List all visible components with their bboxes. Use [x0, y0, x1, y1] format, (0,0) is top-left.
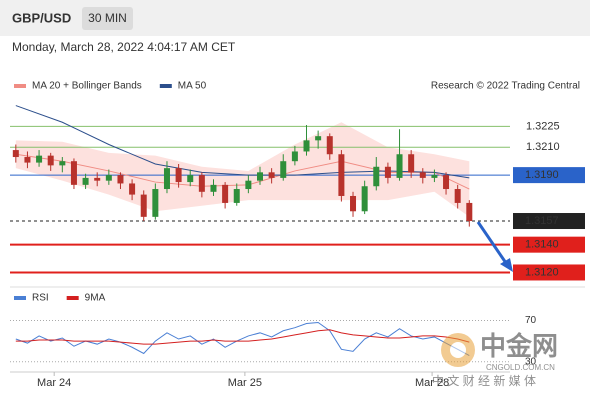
x-tick-label: Mar 28 [415, 377, 449, 389]
legend-swatch [14, 84, 26, 88]
candle-body [175, 168, 182, 183]
candle-body [245, 180, 252, 190]
candle-body [152, 189, 159, 217]
watermark-logo-inner [450, 342, 466, 358]
candle-body [466, 202, 473, 222]
legend-swatch [14, 296, 26, 300]
candle-body [454, 189, 461, 203]
candle-body [24, 157, 31, 163]
interval-button[interactable] [82, 7, 133, 30]
credit: Research © 2022 Trading Central [431, 81, 580, 92]
legend-label: MA 50 [178, 81, 207, 92]
candle-body [12, 150, 19, 158]
forecast-arrow-head [500, 258, 513, 272]
datetime: Monday, March 28, 2022 4:04:17 AM CET [12, 40, 236, 54]
plot-layer: MA 20 + Bollinger Bands MA 50 Research © 2… [10, 81, 585, 389]
candle-body [105, 175, 112, 181]
candle-body [373, 166, 380, 187]
y-tick-label: 70 [525, 315, 537, 326]
candle-body [419, 172, 426, 178]
candle-body [198, 175, 205, 192]
level-label: 1.3210 [526, 141, 560, 153]
level-label: 1.3190 [525, 169, 559, 181]
watermark-title: 中金网 [480, 331, 558, 361]
legend-label: 9MA [85, 293, 106, 304]
candle-body [129, 183, 136, 195]
candle-body [59, 161, 66, 166]
candle-body [70, 161, 77, 185]
candle-body [47, 155, 54, 166]
candle-body [82, 177, 89, 185]
watermark-tagline: 中 文 财 经 新 媒 体 [432, 373, 536, 388]
candle-body [163, 168, 170, 190]
candle-body [431, 175, 438, 178]
candle-body [233, 189, 240, 203]
level-label: 1.3225 [526, 120, 560, 132]
candle-body [140, 194, 147, 217]
candle-body [326, 136, 333, 155]
indicator-line [15, 322, 470, 356]
candle-body [338, 154, 345, 196]
candle-body [280, 161, 287, 178]
watermark-domain: CNGOLD.COM.CN [486, 363, 555, 372]
candle-body [315, 136, 322, 141]
level-tag [513, 236, 585, 253]
level-label: 1.3140 [525, 239, 559, 251]
candle-body [268, 172, 275, 178]
level-tag [513, 167, 585, 184]
candle-body [210, 184, 217, 192]
legend-swatch [159, 84, 172, 88]
watermark: 中金网 CNGOLD.COM.CN 中 文 财 经 新 媒 体 [432, 331, 558, 388]
candle-body [187, 175, 194, 183]
candle-body [117, 175, 124, 184]
legend-label: MA 20 + Bollinger Bands [32, 81, 142, 92]
candle-body [350, 195, 357, 212]
y-tick-label: 30 [525, 356, 537, 367]
indicator-line [15, 329, 470, 345]
candle-body [257, 172, 263, 181]
candle-body [361, 186, 368, 212]
candle-body [408, 154, 415, 173]
forecast-arrow [476, 221, 510, 267]
level-label: 1.3120 [525, 266, 559, 278]
x-tick-label: Mar 25 [228, 377, 262, 389]
candle-body [443, 175, 450, 190]
level-tag [513, 213, 585, 230]
level-tag [513, 264, 585, 281]
symbol: GBP/USD [12, 10, 71, 25]
candle-body [94, 177, 101, 181]
interval-label[interactable]: 30 MIN [88, 11, 127, 25]
legend-label: RSI [32, 293, 49, 304]
candle-body [222, 184, 229, 203]
level-label: 1.3157 [525, 215, 559, 227]
candle-body [384, 166, 391, 178]
x-tick-label: Mar 24 [37, 377, 71, 389]
candle-body [36, 155, 43, 163]
legend-swatch [66, 296, 79, 300]
candle-body [303, 140, 310, 152]
candle-body [291, 151, 298, 162]
candle-body [396, 154, 403, 178]
